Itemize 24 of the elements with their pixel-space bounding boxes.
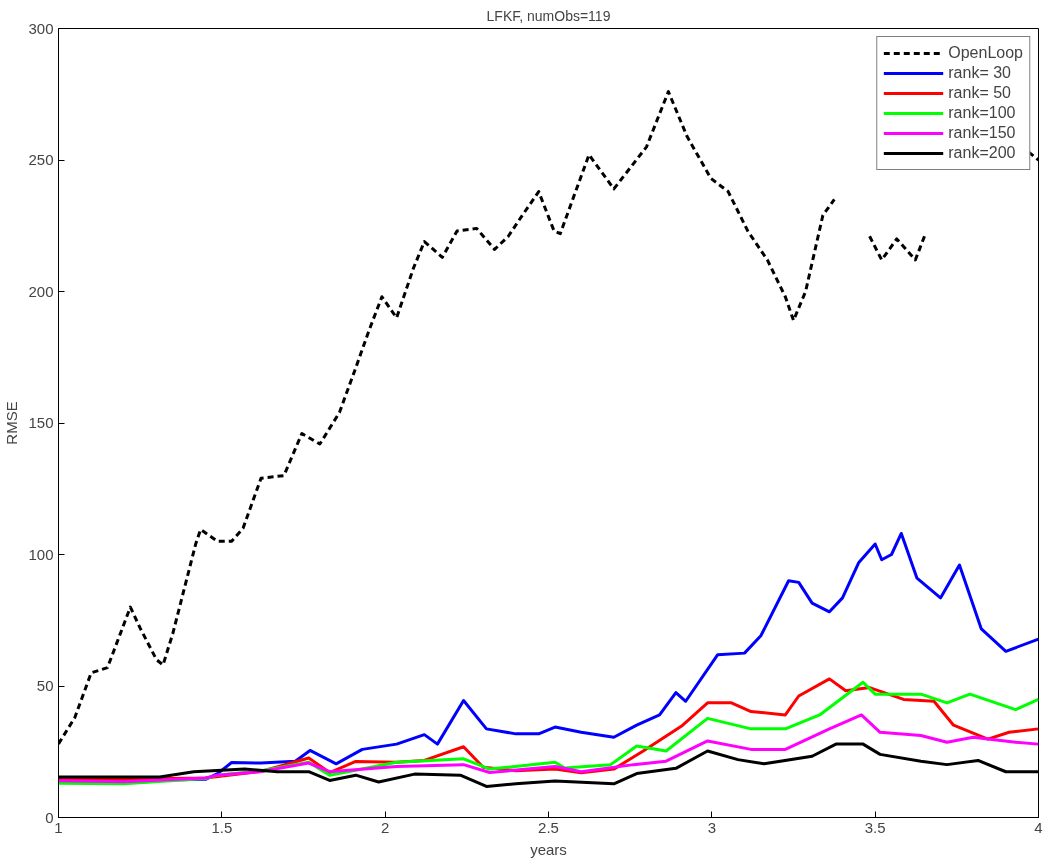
x-tick-label: 3 <box>707 818 717 836</box>
y-tick-label: 150 <box>28 414 54 431</box>
legend-label: rank= 30 <box>948 64 1011 82</box>
legend-label: rank=200 <box>948 144 1016 162</box>
x-tick-label: 2.5 <box>538 818 559 836</box>
y-tick-label: 100 <box>28 545 54 563</box>
x-tick-label: 4 <box>1034 818 1043 836</box>
legend-label: rank=150 <box>948 124 1016 142</box>
y-tick-label: 250 <box>28 151 54 168</box>
legend-label: OpenLoop <box>948 44 1023 62</box>
x-axis-title: years <box>530 840 567 858</box>
y-tick-label: 50 <box>36 677 54 694</box>
legend-label: rank= 50 <box>948 84 1011 102</box>
line-series <box>58 713 1039 784</box>
y-tick-label: 300 <box>28 19 54 37</box>
y-tick-label: 0 <box>45 808 54 826</box>
y-axis-title: RMSE <box>3 401 21 445</box>
chart-title: LFKF, numObs=119 <box>486 7 611 24</box>
x-tick-label: 1 <box>54 818 63 836</box>
x-tick-label: 2 <box>381 818 390 836</box>
x-tick-label: 1.5 <box>211 818 233 836</box>
x-tick-label: 3.5 <box>864 818 886 836</box>
y-tick-label: 200 <box>28 282 54 300</box>
legend-label: rank=100 <box>948 104 1016 122</box>
